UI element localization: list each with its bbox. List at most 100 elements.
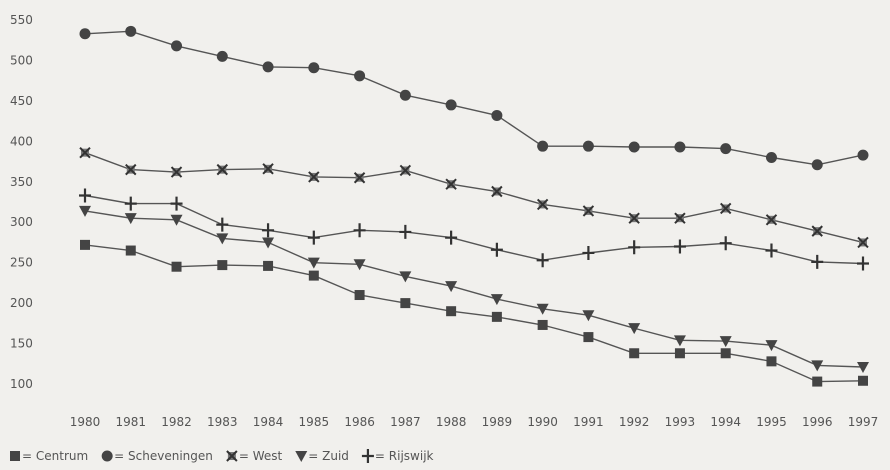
data-point-west — [674, 212, 686, 224]
data-point-west — [445, 178, 457, 190]
data-point-rijswijk — [124, 196, 137, 211]
data-point-rijswijk — [628, 240, 641, 255]
legend-symbol-triangle-down — [295, 451, 308, 462]
data-point-centrum — [491, 311, 502, 322]
data-point-scheveningen — [674, 141, 686, 153]
data-point-west — [262, 163, 274, 175]
data-point-zuid — [216, 233, 229, 245]
series-line-scheveningen — [84, 30, 864, 166]
data-point-centrum — [858, 375, 868, 386]
data-point-centrum — [125, 245, 136, 256]
data-point-scheveningen — [628, 141, 640, 153]
data-point-centrum — [674, 348, 685, 359]
x-tick-label: 1981 — [115, 415, 146, 429]
data-point-scheveningen — [354, 70, 366, 82]
data-point-scheveningen — [262, 61, 274, 73]
y-tick-label: 100 — [10, 377, 33, 391]
data-point-west — [582, 205, 595, 217]
data-point-zuid — [673, 335, 686, 347]
y-tick-label: 450 — [10, 94, 33, 108]
data-point-zuid — [628, 323, 641, 335]
data-point-centrum — [400, 298, 411, 309]
data-point-zuid — [124, 213, 137, 225]
y-tick-label: 350 — [10, 175, 33, 189]
legend-symbol-square — [10, 451, 20, 461]
data-point-rijswijk — [582, 245, 595, 260]
data-point-scheveningen — [399, 89, 411, 101]
x-tick-label: 1980 — [70, 415, 101, 429]
data-point-scheveningen — [125, 25, 137, 37]
data-point-scheveningen — [857, 149, 869, 161]
data-point-centrum — [263, 260, 274, 271]
data-point-rijswijk — [536, 253, 549, 268]
x-tick-label: 1996 — [802, 415, 833, 429]
data-point-scheveningen — [171, 40, 183, 52]
x-tick-label: 1989 — [482, 415, 513, 429]
data-point-centrum — [720, 348, 731, 359]
data-point-rijswijk — [399, 224, 412, 239]
data-point-zuid — [445, 281, 458, 293]
x-tick-label: 1995 — [756, 415, 787, 429]
data-point-rijswijk — [673, 239, 686, 254]
data-point-rijswijk — [262, 223, 275, 238]
data-point-zuid — [79, 205, 91, 217]
y-tick-label: 200 — [10, 296, 33, 310]
data-point-zuid — [170, 214, 183, 226]
data-point-zuid — [307, 257, 320, 269]
series-line-zuid — [84, 210, 864, 368]
data-point-centrum — [80, 239, 90, 250]
data-point-scheveningen — [765, 152, 777, 164]
y-axis-ticks: 100 150 200 250 300 350 400 450 500 550 — [10, 13, 33, 391]
data-point-west — [857, 236, 869, 249]
data-point-scheveningen — [582, 140, 594, 152]
legend: = Centrum = Scheveningen = West = Zuid =… — [10, 449, 434, 463]
data-point-centrum — [171, 261, 182, 272]
data-point-rijswijk — [490, 242, 503, 257]
data-point-west — [719, 202, 732, 215]
data-point-rijswijk — [216, 217, 229, 232]
x-tick-label: 1988 — [436, 415, 467, 429]
series-markers — [79, 25, 869, 387]
data-point-west — [79, 146, 91, 159]
data-point-zuid — [353, 259, 366, 271]
data-point-zuid — [582, 310, 595, 322]
data-point-rijswijk — [307, 230, 320, 245]
data-point-west — [170, 166, 183, 178]
legend-symbol-cross — [226, 450, 238, 462]
data-point-west — [628, 212, 640, 224]
data-point-zuid — [490, 294, 503, 306]
data-point-scheveningen — [308, 62, 320, 74]
y-tick-label: 400 — [10, 134, 33, 148]
data-point-centrum — [766, 356, 777, 367]
data-point-west — [308, 171, 320, 183]
data-point-rijswijk — [353, 223, 366, 238]
data-point-rijswijk — [719, 236, 732, 251]
data-point-west — [125, 163, 137, 176]
data-point-west — [765, 214, 778, 226]
series-line-centrum — [84, 244, 864, 383]
y-tick-label: 250 — [10, 256, 33, 270]
data-point-west — [216, 163, 229, 176]
data-point-rijswijk — [445, 230, 458, 245]
data-point-zuid — [719, 336, 732, 348]
legend-symbol-circle — [101, 450, 113, 462]
data-point-scheveningen — [216, 50, 228, 62]
data-point-centrum — [583, 332, 594, 343]
data-point-west — [353, 172, 366, 184]
series-line-west — [84, 152, 864, 244]
legend-entry-label: = Centrum — [22, 449, 88, 463]
data-point-zuid — [536, 303, 549, 315]
legend-entry-label: = Scheveningen — [114, 449, 213, 463]
legend-symbol-plus — [361, 449, 374, 463]
data-point-centrum — [354, 290, 365, 301]
data-point-scheveningen — [720, 143, 732, 155]
x-tick-label: 1985 — [299, 415, 330, 429]
x-tick-label: 1992 — [619, 415, 650, 429]
data-point-rijswijk — [79, 188, 91, 203]
legend-entry-label: = Rijswijk — [375, 449, 434, 463]
y-tick-label: 500 — [10, 53, 33, 67]
data-point-centrum — [812, 376, 823, 387]
y-tick-label: 150 — [10, 337, 33, 351]
